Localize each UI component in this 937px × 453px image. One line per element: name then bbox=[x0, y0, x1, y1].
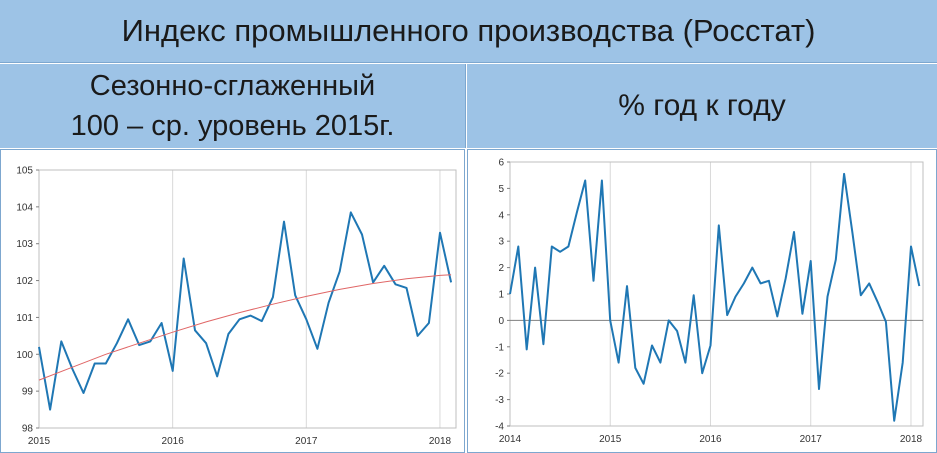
level-y-tick-label: 103 bbox=[16, 239, 33, 250]
yoy-y-tick-label: 2 bbox=[498, 263, 504, 274]
level-series-line bbox=[38, 211, 453, 411]
yoy-y-tick-label: 4 bbox=[498, 210, 504, 221]
yoy-y-tick-label: -1 bbox=[495, 342, 504, 353]
level-y-tick-label: 102 bbox=[16, 276, 33, 287]
level-plot-frame bbox=[38, 169, 457, 429]
left-subtitle: Сезонно-сглаженный 100 – ср. уровень 201… bbox=[0, 64, 466, 148]
yoy-y-tick-label: -3 bbox=[495, 395, 504, 406]
right-subtitle: % год к году bbox=[467, 64, 937, 148]
yoy-x-tick-label: 2018 bbox=[900, 434, 923, 445]
level-x-tick-label: 2015 bbox=[28, 436, 51, 447]
level-y-tick-label: 98 bbox=[22, 424, 34, 435]
left-chart-panel: 98 99 100 101 102 103 104 105 2015 2016 2017 2018 bbox=[0, 149, 465, 453]
yoy-y-tick-label: -4 bbox=[495, 422, 504, 433]
yoy-change-chart: -4 -3 -2 -1 0 1 2 3 4 5 6 2014 2015 2016 2017 2018 bbox=[495, 158, 924, 445]
yoy-y-tick-label: -2 bbox=[495, 369, 504, 380]
yoy-y-tick-label: 5 bbox=[498, 184, 504, 195]
level-y-tick-label: 104 bbox=[16, 202, 33, 213]
level-x-tick-label: 2018 bbox=[429, 436, 452, 447]
level-y-tick-label: 101 bbox=[16, 313, 33, 324]
level-trend-line bbox=[38, 274, 452, 381]
level-y-tick-label: 99 bbox=[22, 387, 34, 398]
left-subtitle-line2: 100 – ср. уровень 2015г. bbox=[70, 110, 395, 142]
yoy-y-tick-label: 0 bbox=[498, 316, 504, 327]
yoy-y-tick-label: 6 bbox=[498, 158, 504, 169]
yoy-x-tick-label: 2015 bbox=[599, 434, 622, 445]
yoy-x-tick-label: 2017 bbox=[800, 434, 823, 445]
level-x-tick-label: 2017 bbox=[295, 436, 318, 447]
yoy-x-tick-label: 2014 bbox=[499, 434, 522, 445]
level-y-tick-label: 105 bbox=[16, 166, 33, 177]
left-subtitle-line1: Сезонно-сглаженный bbox=[89, 70, 376, 102]
yoy-series-line bbox=[509, 172, 921, 422]
page-title: Индекс промышленного производства (Росст… bbox=[0, 0, 937, 63]
index-level-chart: 98 99 100 101 102 103 104 105 2015 2016 2017 2018 bbox=[16, 166, 457, 447]
yoy-x-tick-label: 2016 bbox=[699, 434, 722, 445]
level-x-tick-label: 2016 bbox=[162, 436, 185, 447]
yoy-y-tick-label: 1 bbox=[498, 290, 504, 301]
yoy-y-tick-label: 3 bbox=[498, 237, 504, 248]
level-y-tick-label: 100 bbox=[16, 350, 33, 361]
right-chart-panel: -4 -3 -2 -1 0 1 2 3 4 5 6 2014 2015 2016 2017 2018 bbox=[467, 149, 937, 453]
